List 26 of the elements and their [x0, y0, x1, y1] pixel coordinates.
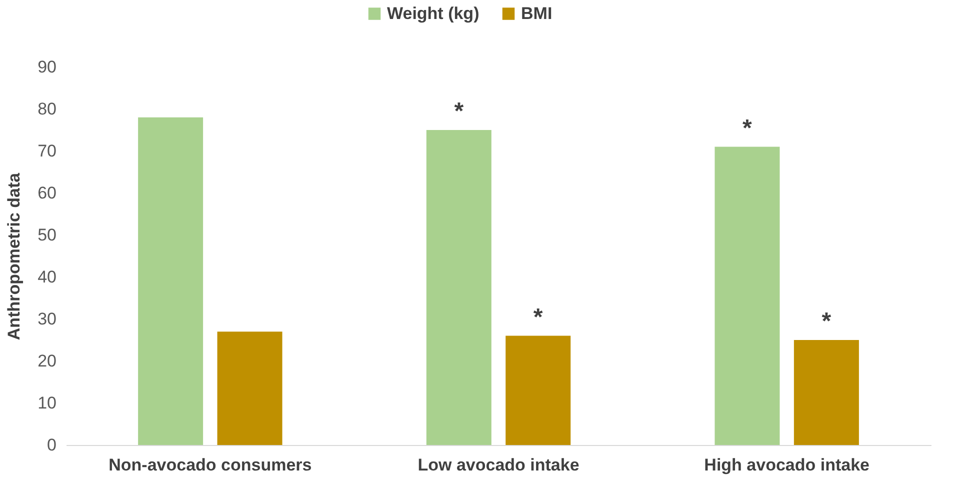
- bar: [794, 340, 859, 445]
- y-tick-label: 30: [38, 310, 56, 328]
- y-axis-title: Anthropometric data: [4, 172, 24, 340]
- y-tick-label: 80: [38, 100, 56, 118]
- y-tick-label: 0: [47, 436, 56, 454]
- x-tick-label: High avocado intake: [704, 456, 870, 474]
- bar: [138, 117, 204, 445]
- bar: [426, 130, 492, 445]
- legend-label: BMI: [521, 4, 552, 23]
- bar: [714, 146, 780, 445]
- annotation: *: [822, 308, 832, 335]
- y-tick-label: 70: [38, 142, 56, 160]
- y-tick-label: 90: [38, 58, 56, 76]
- y-tick-label: 10: [38, 394, 56, 412]
- bar: [217, 332, 282, 445]
- x-tick-label: Low avocado intake: [418, 456, 580, 474]
- annotation: *: [742, 114, 753, 142]
- annotation: *: [533, 304, 544, 331]
- y-tick-label: 60: [38, 184, 56, 202]
- bar: [506, 336, 571, 445]
- y-tick-label: 20: [38, 352, 56, 370]
- y-tick-label: 40: [38, 268, 56, 286]
- y-tick-label: 50: [38, 226, 56, 244]
- legend-label: Weight (kg): [387, 4, 480, 23]
- x-tick-label: Non-avocado consumers: [108, 456, 312, 474]
- annotation: *: [454, 98, 464, 125]
